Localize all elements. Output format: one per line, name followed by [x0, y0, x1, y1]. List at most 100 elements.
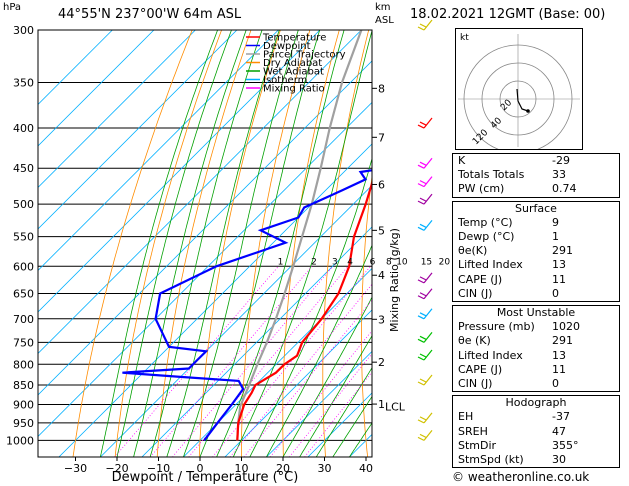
isotherm-line: [58, 143, 372, 457]
wind-barb-staff: [423, 429, 433, 441]
hodograph-stat-value: 47: [552, 424, 566, 438]
dry-adiabat-line: [156, 30, 252, 457]
most-unstable-value: 13: [552, 348, 566, 362]
surface-row: Dewp (°C) 1: [453, 230, 619, 244]
wind-barb-flag: [419, 416, 427, 421]
dewpoint-line: [122, 169, 372, 442]
wind-barb-staff: [423, 374, 433, 386]
hpa-label: hPa: [3, 2, 22, 13]
pressure-tick-label: 450: [13, 162, 34, 175]
pressure-tick-label: 350: [13, 77, 34, 90]
km-tick-label: 2: [378, 356, 385, 369]
wind-barb-flag: [419, 23, 427, 28]
isotherm-line: [141, 226, 372, 457]
wind-barb: [417, 176, 433, 188]
wind-barb: [417, 157, 433, 169]
pressure-tick-label: 650: [13, 288, 34, 301]
wind-barb-flag: [417, 200, 425, 205]
surface-label: CIN (J): [458, 286, 493, 300]
mixing-ratio-label: 6: [370, 257, 376, 267]
pressure-tick-label: 850: [13, 379, 34, 392]
lcl-label: LCL: [385, 400, 406, 413]
isotherm-line: [38, 30, 196, 188]
mixing-ratio-line: [212, 266, 371, 457]
surface-label: θe(K): [458, 244, 488, 258]
most-unstable-row: Lifted Index 13: [453, 349, 619, 363]
legend-entry: Isotherm: [263, 75, 307, 86]
legend-entry: Wet Adiabat: [263, 67, 324, 78]
mixing-ratio-label: 20: [439, 257, 451, 267]
wind-barb-flag: [419, 312, 427, 317]
pressure-tick-label: 400: [13, 122, 34, 135]
temp-tick-label: 0: [197, 462, 204, 475]
most-unstable-title: Most Unstable: [496, 306, 576, 320]
hodograph-stat-row: StmDir 355°: [453, 439, 619, 453]
surface-label: Dewp (°C): [458, 230, 515, 244]
wind-barb-flag: [417, 381, 425, 386]
wind-barb-staff: [423, 412, 433, 424]
wind-barb-flag: [417, 26, 425, 31]
dry-adiabat-line: [399, 30, 428, 457]
plot-frame: [37, 29, 373, 458]
wind-barb-flag: [417, 183, 425, 188]
legend-entry: Dry Adiabat: [263, 58, 322, 69]
wind-barb: [417, 193, 433, 205]
hodograph-trace: [516, 88, 529, 112]
dry-adiabat-line: [361, 173, 372, 457]
wind-barb-staff: [423, 219, 433, 231]
wind-barb-staff: [423, 349, 433, 361]
wet-adiabat-line: [216, 30, 345, 457]
credit-text[interactable]: © weatheronline.co.uk: [452, 470, 590, 484]
surface-label: Lifted Index: [458, 258, 523, 272]
wet-adiabat-line: [199, 30, 321, 457]
wind-barb-staff: [423, 288, 433, 300]
most-unstable-value: 1020: [552, 320, 580, 334]
hodograph-stat-value: -37: [552, 410, 570, 424]
x-axis-label: Dewpoint / Temperature (°C): [112, 470, 299, 485]
pressure-tick-label: 500: [13, 198, 34, 211]
wind-barb-flag: [417, 356, 425, 361]
legend-entry: Mixing Ratio: [263, 84, 325, 95]
pressure-tick-label: 900: [13, 398, 34, 411]
km-tick-label: 3: [378, 313, 385, 326]
wind-barb-flag: [419, 161, 427, 166]
hodograph-title: Hodograph: [505, 396, 567, 410]
wind-barb-flag: [419, 276, 427, 281]
wind-barb-flag: [417, 419, 425, 424]
index-label: Totals Totals: [458, 168, 525, 182]
wind-barb-staff: [423, 331, 433, 343]
wind-barb-flag: [417, 124, 425, 129]
isotherm-line: [38, 30, 238, 230]
wet-adiabat-line: [249, 157, 372, 457]
dry-adiabat-line: [282, 30, 340, 457]
skewt-chart: 3003504004505005506006507007508008509009…: [6, 19, 451, 485]
wind-barb: [417, 331, 433, 343]
wind-barb-flag: [419, 223, 427, 228]
most-unstable-row: CIN (J) 0: [453, 377, 619, 391]
most-unstable-label: Lifted Index: [458, 348, 523, 362]
surface-value: 291: [552, 244, 573, 258]
wet-adiabat-line: [299, 334, 372, 457]
wind-barb-flag: [419, 292, 427, 297]
hodograph-ring-label: 20: [499, 98, 514, 113]
hodograph-stat-label: SREH: [458, 424, 488, 438]
wind-barb-flag: [417, 338, 425, 343]
km-tick-label: 6: [378, 178, 385, 191]
wind-barb: [417, 308, 433, 320]
surface-table: Surface Temp (°C) 9 Dewp (°C) 1 θe(K) 291 Lift…: [452, 200, 620, 303]
temp-tick-label: −10: [147, 462, 170, 475]
wind-barb-flag: [417, 226, 425, 231]
wind-barb: [417, 272, 433, 284]
wind-barb: [417, 219, 433, 231]
dry-adiabat-line: [72, 30, 193, 457]
surface-value: 13: [552, 258, 566, 272]
temperature-line: [236, 179, 372, 441]
pressure-tick-label: 800: [13, 358, 34, 371]
temp-tick-label: 40: [359, 462, 373, 475]
wind-barb-staff: [423, 193, 433, 205]
location-title: 44°55'N 237°00'W 64m ASL: [58, 7, 242, 22]
wet-adiabat-line: [116, 30, 232, 457]
y-axis-label-right: Mixing Ratio (g/kg): [388, 228, 401, 332]
temp-tick-label: 20: [276, 462, 290, 475]
